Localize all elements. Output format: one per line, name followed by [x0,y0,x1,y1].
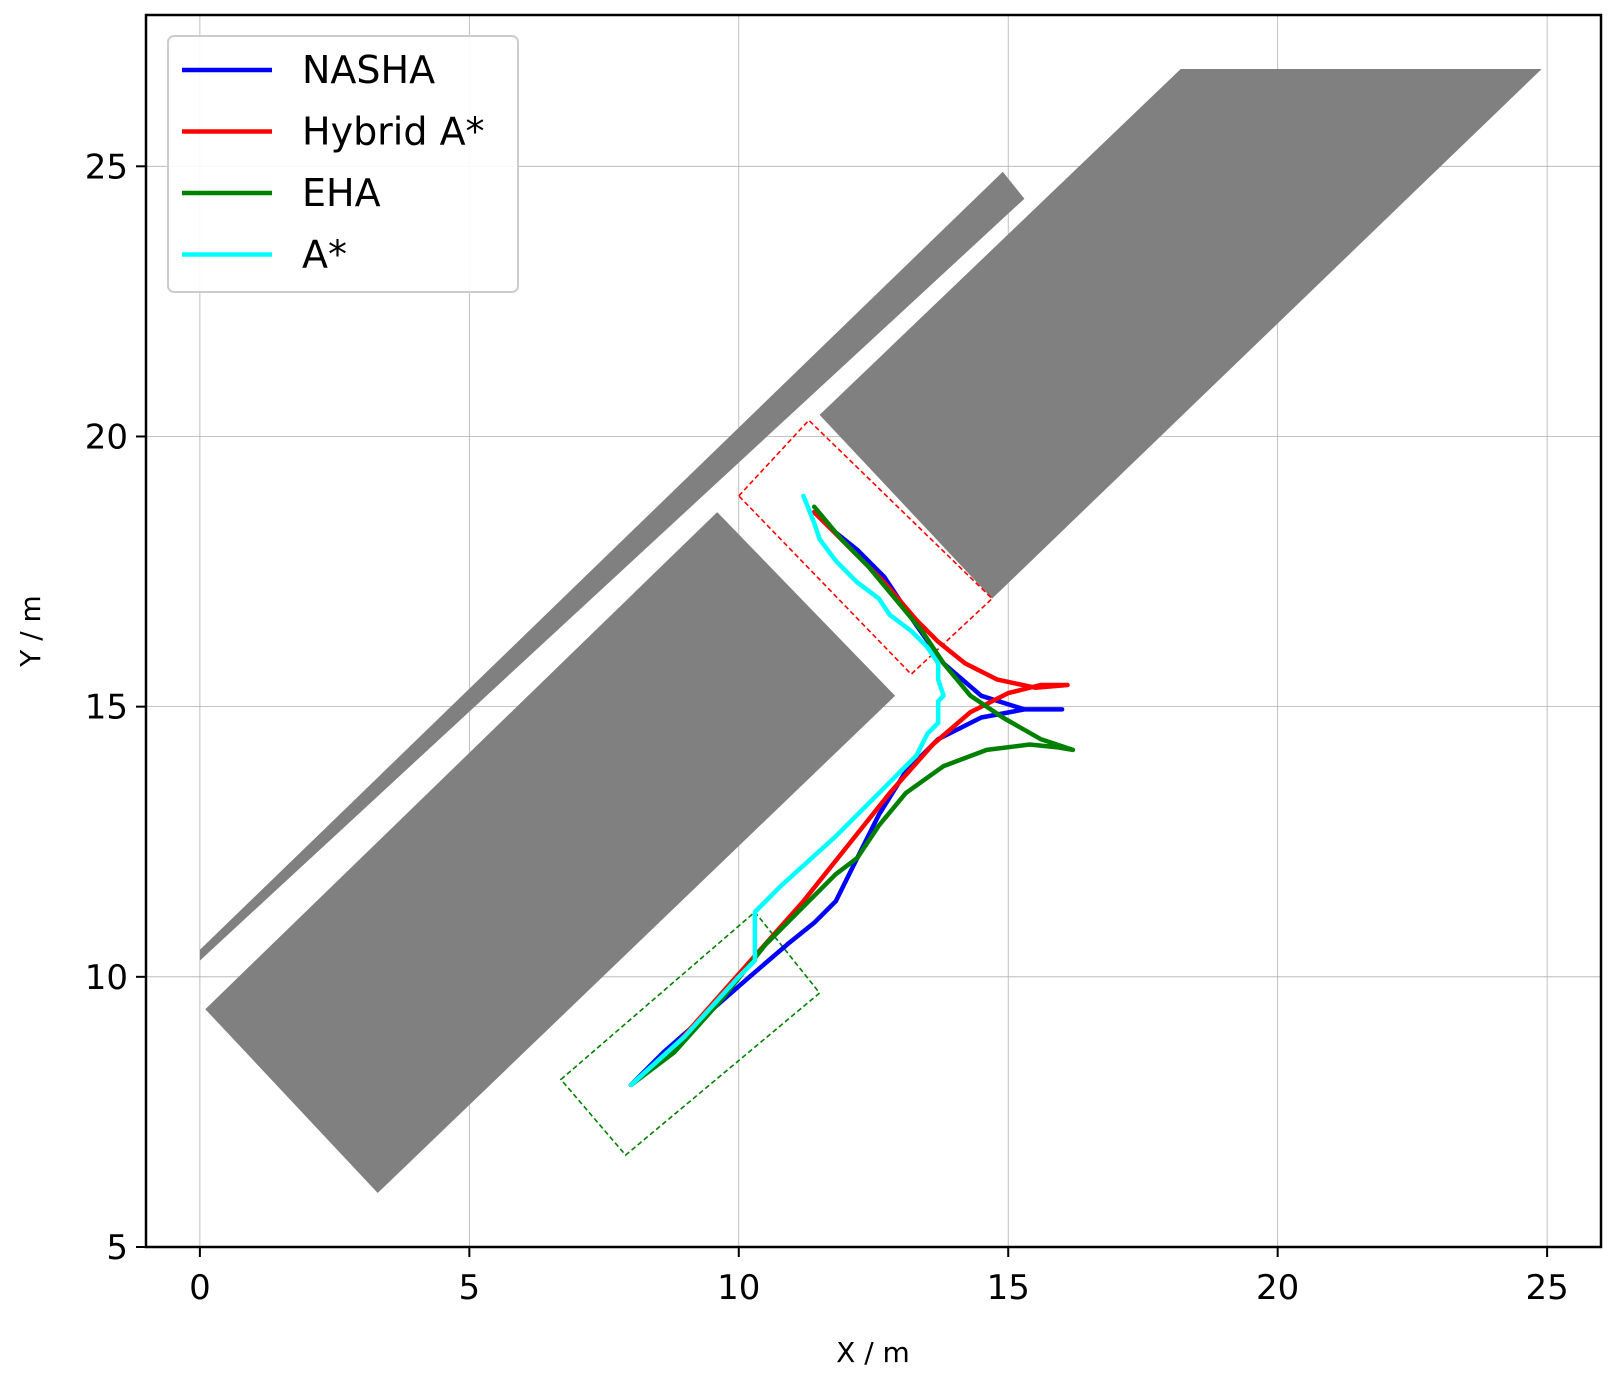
series-lines [628,493,1076,1088]
series-line-a [628,493,946,1088]
x-tick-label: 15 [987,1268,1030,1308]
x-tick-label: 5 [459,1268,481,1308]
legend-label: Hybrid A* [302,110,485,154]
y-tick-label: 20 [85,417,128,457]
y-tick-label: 10 [85,958,128,998]
x-axis-label: X / m [836,1336,910,1369]
y-tick-label: 25 [85,147,128,187]
plot-frame [144,13,1603,1249]
legend: NASHA Hybrid A* EHA A* [167,35,519,293]
legend-label: A* [302,233,347,277]
legend-label: EHA [302,171,381,215]
legend-box [167,35,519,293]
x-tick-label: 25 [1525,1268,1568,1308]
start-box [559,910,821,1157]
series-line-eha [628,504,1076,1088]
y-tick-label: 15 [85,688,128,728]
obstacle-polygon [819,69,1542,599]
obstacle-polygon [199,171,1025,961]
y-axis-label: Y / m [14,595,47,668]
axis-ticks: 0 5 10 15 20 25 5 10 15 20 25 [85,147,1569,1308]
x-tick-label: 0 [189,1268,211,1308]
goal-box [737,419,994,676]
x-tick-label: 20 [1256,1268,1299,1308]
legend-label: NASHA [302,48,435,92]
y-tick-label: 5 [106,1228,128,1268]
x-tick-label: 10 [717,1268,760,1308]
obstacle-polygon [205,512,896,1193]
vehicle-boxes [559,419,994,1157]
obstacles [199,69,1542,1193]
